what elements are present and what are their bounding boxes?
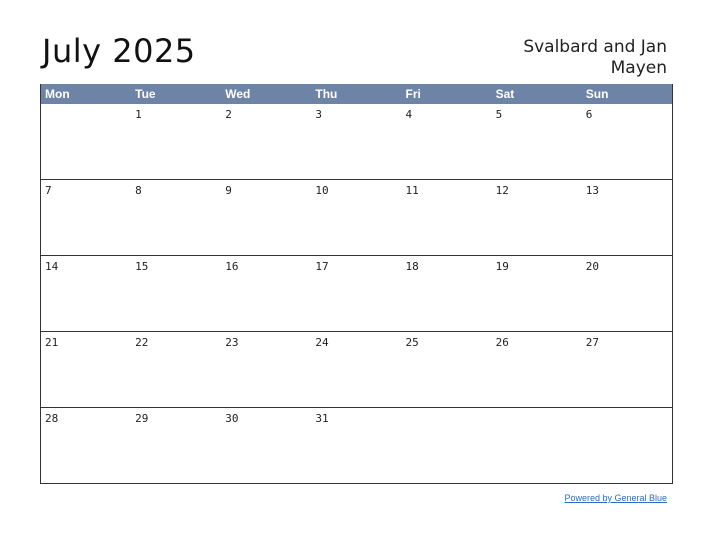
day-cell <box>402 408 492 483</box>
day-cell: 13 <box>582 180 672 255</box>
day-cell <box>582 408 672 483</box>
day-cell: 21 <box>41 332 131 407</box>
day-cell: 15 <box>131 256 221 331</box>
day-number: 8 <box>135 184 142 197</box>
day-cell: 2 <box>221 104 311 179</box>
day-cell: 28 <box>41 408 131 483</box>
day-cell: 4 <box>402 104 492 179</box>
day-cell: 24 <box>311 332 401 407</box>
day-cell <box>492 408 582 483</box>
day-number: 30 <box>225 412 239 425</box>
day-number: 16 <box>225 260 239 273</box>
weekday-fri: Fri <box>405 87 421 101</box>
week-row-2: 7 8 9 10 11 12 13 <box>41 180 672 256</box>
powered-by-link[interactable]: Powered by General Blue <box>564 493 667 503</box>
day-number: 9 <box>225 184 232 197</box>
day-number: 28 <box>45 412 59 425</box>
day-number: 24 <box>315 336 329 349</box>
day-number: 12 <box>495 184 509 197</box>
day-cell: 18 <box>402 256 492 331</box>
calendar-grid: Mon Tue Wed Thu Fri Sat Sun 1 2 3 4 5 6 … <box>40 84 673 484</box>
day-cell: 26 <box>492 332 582 407</box>
weekday-tue: Tue <box>135 87 156 101</box>
day-number: 23 <box>225 336 239 349</box>
day-cell: 8 <box>131 180 221 255</box>
weekday-mon: Mon <box>45 87 70 101</box>
day-number: 6 <box>585 108 593 121</box>
week-row-4: 21 22 23 24 25 26 27 <box>41 332 672 408</box>
week-row-1: 1 2 3 4 5 6 <box>41 104 672 180</box>
day-cell: 23 <box>221 332 311 407</box>
day-number: 3 <box>315 108 322 121</box>
day-number: 27 <box>585 336 599 349</box>
weekday-sat: Sat <box>495 87 515 101</box>
day-cell: 12 <box>492 180 582 255</box>
day-cell: 10 <box>311 180 401 255</box>
week-row-3: 14 15 16 17 18 19 20 <box>41 256 672 332</box>
day-cell: 14 <box>41 256 131 331</box>
day-cell: 31 <box>311 408 401 483</box>
day-number: 10 <box>315 184 329 197</box>
day-number: 18 <box>405 260 419 273</box>
day-number: 11 <box>405 184 419 197</box>
day-cell: 11 <box>402 180 492 255</box>
day-cell: 1 <box>131 104 221 179</box>
day-number: 17 <box>315 260 329 273</box>
day-number: 25 <box>405 336 419 349</box>
day-number: 5 <box>495 108 503 121</box>
day-number: 20 <box>585 260 599 273</box>
day-number: 7 <box>45 184 52 197</box>
week-row-5: 28 29 30 31 <box>41 408 672 483</box>
day-cell: 9 <box>221 180 311 255</box>
day-cell: 3 <box>311 104 401 179</box>
weekday-wed: Wed <box>225 87 251 101</box>
day-cell: 30 <box>221 408 311 483</box>
day-number: 19 <box>495 260 509 273</box>
weekday-sun: Sun <box>585 87 609 101</box>
day-cell: 16 <box>221 256 311 331</box>
day-cell: 25 <box>402 332 492 407</box>
day-number: 26 <box>495 336 509 349</box>
day-number: 13 <box>585 184 599 197</box>
calendar-title: July 2025 <box>42 32 196 70</box>
weekday-thu: Thu <box>315 87 338 101</box>
day-cell: 22 <box>131 332 221 407</box>
day-cell: 17 <box>311 256 401 331</box>
day-number: 1 <box>135 108 142 121</box>
weekday-header: Mon Tue Wed Thu Fri Sat Sun <box>41 84 672 104</box>
day-number: 31 <box>315 412 329 425</box>
day-cell: 29 <box>131 408 221 483</box>
day-cell: 6 <box>582 104 672 179</box>
day-cell: 5 <box>492 104 582 179</box>
day-cell: 7 <box>41 180 131 255</box>
day-cell: 20 <box>582 256 672 331</box>
day-number: 15 <box>135 260 149 273</box>
region-label: Svalbard and Jan Mayen <box>523 37 667 78</box>
day-cell <box>41 104 131 179</box>
day-cell: 27 <box>582 332 672 407</box>
day-number: 2 <box>225 108 232 121</box>
day-number: 14 <box>45 260 59 273</box>
day-number: 22 <box>135 336 149 349</box>
day-cell: 19 <box>492 256 582 331</box>
day-number: 29 <box>135 412 149 425</box>
day-number: 21 <box>45 336 59 349</box>
day-number: 4 <box>405 108 413 121</box>
